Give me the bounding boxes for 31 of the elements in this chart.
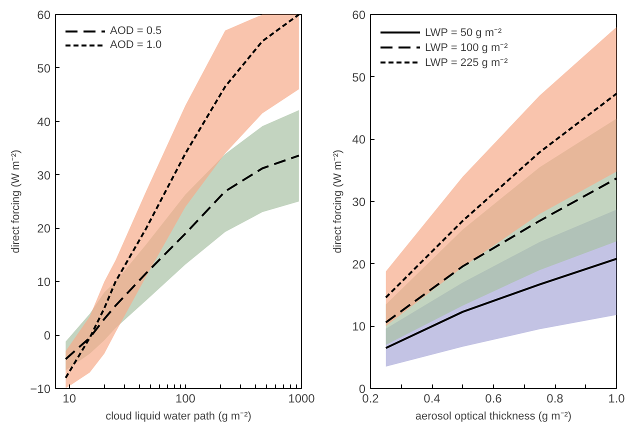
y-tick-label: 60: [37, 8, 51, 22]
x-tick-label: 0.2: [362, 392, 380, 406]
y-tick-label: 50: [352, 70, 366, 84]
legend-label: AOD = 0.5: [110, 24, 162, 38]
y-axis-title: direct forcing (W m⁻²): [10, 150, 22, 254]
legend-label: LWP = 50 g m⁻²: [425, 26, 502, 39]
legend-label: LWP = 100 g m⁻²: [425, 41, 508, 54]
y-tick-label: 40: [352, 132, 366, 147]
y-tick-label: 10: [352, 320, 366, 334]
legend-label: AOD = 1.0: [110, 38, 162, 52]
y-tick-label: 0: [44, 328, 51, 343]
x-tick-label: 1.0: [608, 392, 626, 406]
x-tick-label: 0.4: [424, 392, 441, 406]
x-tick-label: 10: [62, 392, 76, 406]
y-axis-title: direct forcing (W m⁻²): [332, 150, 344, 254]
y-tick-label: 10: [37, 275, 51, 290]
x-tick-label: 0.6: [485, 392, 502, 406]
y-tick-label: −10: [30, 382, 51, 396]
y-tick-label: 30: [37, 168, 51, 182]
x-axis-title: aerosol optical thickness (g m⁻²): [415, 410, 572, 422]
x-tick-label: 0.8: [546, 392, 564, 406]
y-tick-label: 50: [37, 61, 51, 76]
legend-label: LWP = 225 g m⁻²: [425, 56, 508, 69]
y-tick-label: 30: [352, 195, 366, 209]
y-tick-label: 20: [352, 257, 366, 272]
y-tick-label: 40: [37, 114, 51, 129]
y-tick-label: 60: [352, 8, 366, 22]
x-tick-label: 1000: [288, 392, 316, 406]
y-tick-label: 20: [37, 222, 51, 236]
x-axis-title: cloud liquid water path (g m⁻²): [106, 410, 252, 422]
x-tick-label: 100: [175, 392, 196, 406]
